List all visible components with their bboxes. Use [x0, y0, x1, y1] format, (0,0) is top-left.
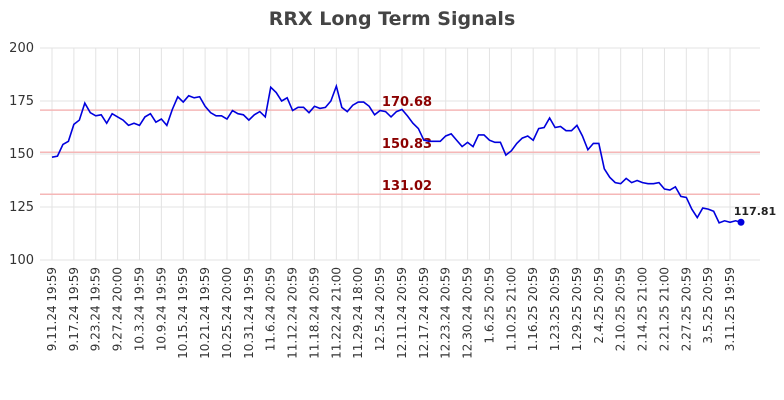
- level-label: 131.02: [382, 179, 432, 194]
- x-tick-label: 12.11.24 20:59: [395, 267, 409, 359]
- x-tick-label: 3.5.25 20:59: [701, 267, 715, 344]
- x-tick-label: 9.23.24 19:59: [89, 267, 103, 351]
- y-tick-label: 150: [9, 147, 34, 162]
- x-tick-label: 10.3.24 19:59: [132, 267, 146, 351]
- x-tick-label: 10.25.24 20:00: [220, 267, 234, 359]
- x-tick-label: 11.22.24 21:00: [329, 267, 343, 359]
- y-tick-label: 175: [9, 94, 34, 109]
- level-label: 170.68: [382, 95, 432, 110]
- x-tick-label: 11.18.24 20:59: [307, 267, 321, 359]
- price-line: [51, 83, 742, 224]
- x-tick-label: 12.30.24 20:59: [461, 267, 475, 359]
- x-tick-label: 2.4.25 20:59: [592, 267, 606, 344]
- x-tick-label: 12.23.24 20:59: [439, 267, 453, 359]
- x-tick-label: 9.17.24 19:59: [67, 267, 81, 351]
- x-tick-label: 12.17.24 20:59: [417, 267, 431, 359]
- x-tick-label: 2.21.25 21:00: [657, 267, 671, 351]
- y-tick-label: 200: [9, 41, 34, 56]
- x-tick-label: 10.21.24 19:59: [198, 267, 212, 359]
- x-tick-label: 1.6.25 20:59: [482, 267, 496, 344]
- y-tick-label: 125: [9, 200, 34, 215]
- x-tick-label: 2.10.25 20:59: [614, 267, 628, 351]
- x-tick-label: 11.29.24 18:00: [351, 267, 365, 359]
- x-tick-label: 10.15.24 19:59: [176, 267, 190, 359]
- level-label: 150.83: [382, 137, 432, 152]
- x-tick-label: 3.11.25 19:59: [723, 267, 737, 351]
- x-tick-label: 2.14.25 21:00: [636, 267, 650, 351]
- x-tick-label: 1.23.25 20:59: [548, 267, 562, 351]
- y-tick-label: 100: [9, 253, 34, 268]
- x-tick-label: 11.6.24 20:59: [264, 267, 278, 351]
- last-value-label: 117.81: [734, 205, 776, 218]
- x-tick-label: 1.29.25 20:59: [570, 267, 584, 351]
- x-tick-label: 10.9.24 19:59: [154, 267, 168, 351]
- x-tick-label: 9.27.24 20:00: [111, 267, 125, 351]
- x-tick-label: 12.5.24 20:59: [373, 267, 387, 351]
- chart-title: RRX Long Term Signals: [269, 8, 516, 30]
- x-tick-label: 2.27.25 20:59: [679, 267, 693, 351]
- x-tick-label: 10.31.24 19:59: [242, 267, 256, 359]
- x-tick-label: 9.11.24 19:59: [45, 267, 59, 351]
- x-tick-label: 1.16.25 20:59: [526, 267, 540, 351]
- x-tick-label: 1.10.25 21:00: [504, 267, 518, 351]
- x-tick-label: 11.12.24 20:59: [286, 267, 300, 359]
- last-point: [737, 218, 745, 226]
